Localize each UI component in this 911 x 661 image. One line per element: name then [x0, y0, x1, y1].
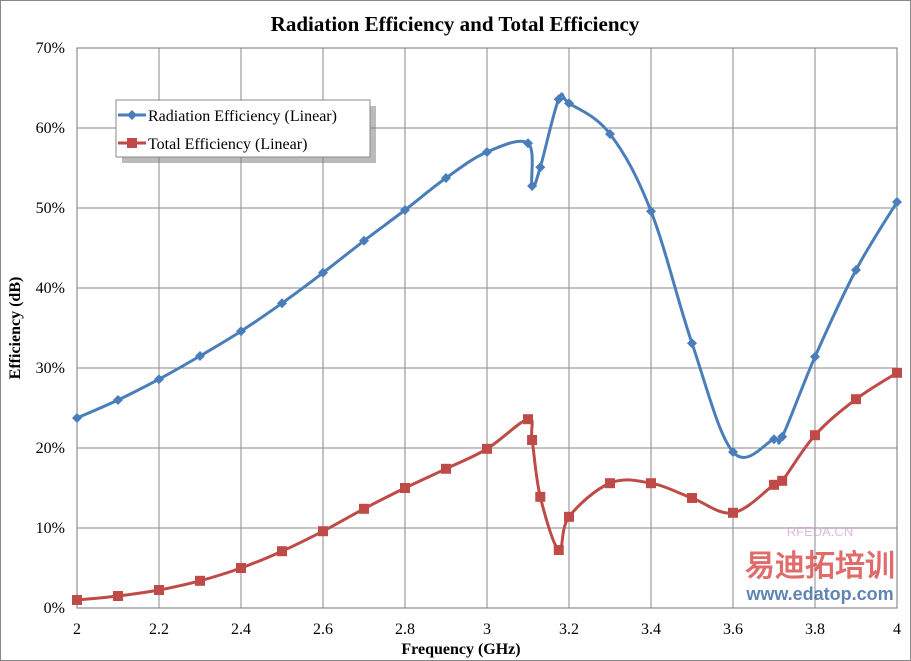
x-tick-label: 3.8 [805, 621, 825, 638]
data-point [236, 326, 246, 337]
y-tick-label: 60% [36, 120, 65, 137]
x-axis-label: Frequency (GHz) [401, 641, 520, 658]
chart-title: Radiation Efficiency and Total Efficienc… [271, 12, 640, 36]
data-point [441, 463, 451, 474]
x-tick-label: 2.6 [313, 621, 333, 638]
legend-label-radiation: Radiation Efficiency (Linear) [148, 108, 337, 125]
legend-label-total: Total Efficiency (Linear) [148, 136, 307, 153]
data-point [564, 511, 574, 522]
data-point [318, 267, 328, 278]
data-point [113, 591, 123, 601]
data-point [154, 374, 164, 385]
data-point [810, 351, 820, 362]
y-axis-label: Efficiency (dB) [7, 277, 24, 380]
legend: Radiation Efficiency (Linear) Total Effi… [115, 99, 376, 163]
y-tick-label: 30% [36, 360, 65, 377]
watermark: RFEDA.CN 易迪拓培训 www.edatop.com [745, 524, 895, 604]
data-point [892, 367, 902, 378]
data-point [72, 413, 82, 423]
x-tick-label: 2.8 [395, 621, 415, 638]
data-point [72, 595, 82, 605]
y-tick-label: 20% [36, 440, 65, 457]
series-total-efficiency [72, 367, 902, 605]
data-point [605, 129, 615, 139]
x-tick-label: 4 [893, 621, 901, 638]
data-point [728, 447, 738, 457]
data-point [769, 434, 779, 445]
x-tick-label: 3 [483, 621, 491, 638]
x-tick-label: 2.2 [149, 621, 169, 638]
data-point [535, 162, 546, 173]
data-point [851, 394, 861, 405]
data-point [318, 526, 328, 537]
y-tick-label: 70% [36, 40, 65, 57]
series-layer [72, 92, 902, 605]
x-tick-label: 2 [73, 621, 81, 638]
data-point [359, 503, 369, 514]
data-point [359, 235, 369, 246]
watermark-site: RFEDA.CN [787, 524, 853, 539]
legend-square-icon [127, 138, 137, 148]
y-tick-label: 0% [44, 600, 65, 617]
data-point [553, 94, 564, 105]
data-point [154, 585, 164, 595]
data-point [482, 443, 492, 454]
y-tick-label: 50% [36, 200, 65, 217]
x-tick-label: 3.2 [559, 621, 579, 638]
data-point [400, 205, 410, 215]
x-tick-label: 2.4 [231, 621, 251, 638]
data-point [195, 351, 205, 361]
data-point [553, 545, 564, 555]
data-point [646, 478, 656, 489]
data-point [441, 173, 451, 183]
x-axis-ticks: 2 2.2 2.4 2.6 2.8 3 3.2 3.4 3.6 3.8 4 [73, 621, 901, 638]
data-point [535, 491, 546, 502]
data-point [769, 479, 779, 490]
data-point [810, 430, 820, 441]
x-tick-label: 3.6 [723, 621, 743, 638]
data-point [523, 414, 533, 425]
watermark-url: www.edatop.com [745, 584, 893, 604]
legend-diamond-icon [127, 110, 137, 120]
y-tick-label: 10% [36, 520, 65, 537]
data-point [687, 493, 697, 503]
data-point [236, 563, 246, 573]
data-point [564, 98, 574, 109]
y-tick-label: 40% [36, 280, 65, 297]
data-point [195, 575, 205, 586]
data-point [646, 206, 656, 217]
plot-area [76, 47, 898, 609]
watermark-brand: 易迪拓培训 [745, 549, 895, 583]
data-point [113, 395, 123, 405]
y-axis-ticks: 0% 10% 20% 30% 40% 50% 60% 70% [36, 40, 65, 617]
data-point [851, 265, 861, 275]
data-point [527, 435, 538, 445]
data-point [892, 197, 902, 207]
data-point [728, 507, 738, 518]
x-tick-label: 3.4 [641, 621, 661, 638]
data-point [523, 138, 533, 149]
data-point [687, 338, 697, 349]
data-point [605, 478, 615, 489]
data-point [527, 181, 538, 191]
data-point [277, 546, 287, 557]
data-point [400, 483, 410, 493]
data-point [777, 431, 788, 442]
data-point [277, 298, 287, 309]
series-radiation-efficiency [72, 92, 902, 459]
data-point [777, 475, 788, 486]
data-point [482, 147, 492, 157]
